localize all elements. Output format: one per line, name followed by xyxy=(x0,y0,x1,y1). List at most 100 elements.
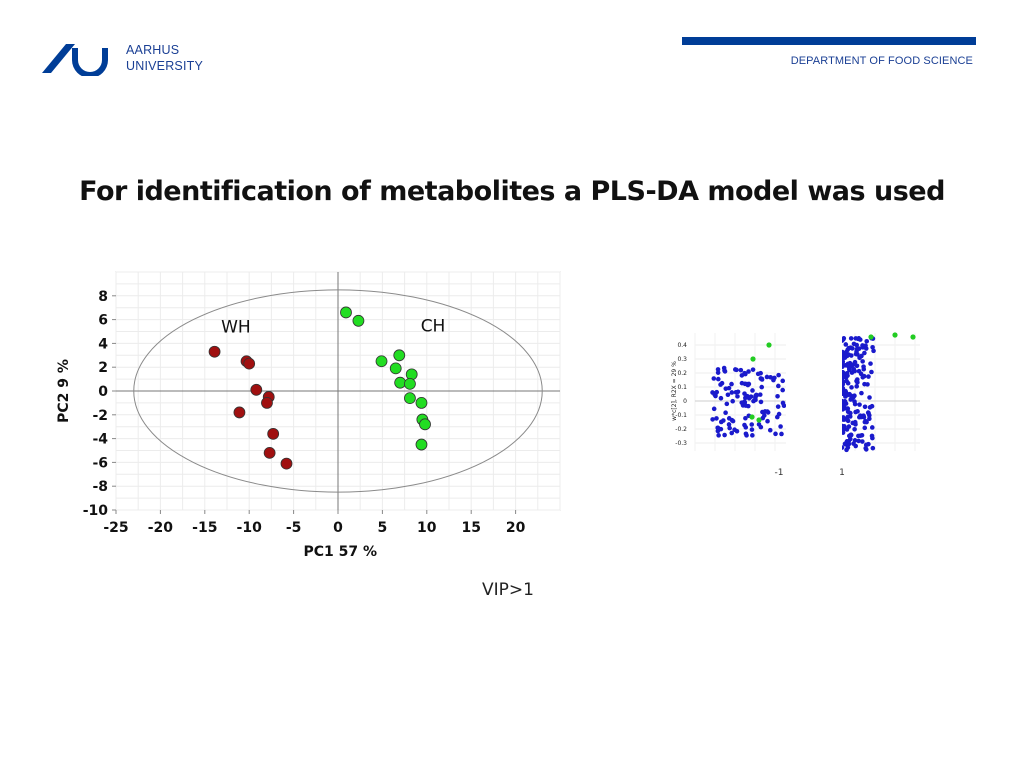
data-point xyxy=(208,345,221,358)
data-point xyxy=(867,395,872,400)
y-tick-label: -10 xyxy=(83,503,109,519)
data-point xyxy=(869,369,874,375)
data-point xyxy=(716,433,721,438)
data-point xyxy=(861,366,867,372)
data-point xyxy=(722,432,727,438)
data-point xyxy=(847,391,852,397)
data-point xyxy=(738,367,744,373)
x-tick-label: -1 xyxy=(775,468,784,478)
data-point xyxy=(718,395,724,401)
data-point xyxy=(866,374,871,379)
data-point xyxy=(263,446,276,459)
data-point xyxy=(759,384,765,390)
data-point xyxy=(404,377,416,390)
data-point xyxy=(719,380,725,386)
data-point xyxy=(851,441,856,446)
data-point xyxy=(718,419,724,425)
y-tick-label: -2 xyxy=(92,408,108,424)
data-point xyxy=(758,399,764,405)
y-axis-label: PC2 9 % xyxy=(56,359,72,423)
data-point xyxy=(867,416,872,422)
data-point xyxy=(863,419,869,424)
data-point xyxy=(750,367,756,372)
data-point xyxy=(394,376,407,389)
data-point xyxy=(393,349,406,362)
data-point xyxy=(780,378,786,384)
logo-line-1: AARHUS xyxy=(126,43,180,57)
data-point-highlight xyxy=(892,332,898,338)
data-point xyxy=(853,336,859,341)
data-point-highlight xyxy=(766,342,772,348)
data-point xyxy=(776,383,781,389)
data-point xyxy=(750,433,755,438)
data-point xyxy=(765,418,770,424)
hotelling-ellipse xyxy=(133,289,543,493)
data-point xyxy=(404,392,416,405)
data-point xyxy=(734,367,739,373)
data-point xyxy=(250,383,263,396)
data-point xyxy=(852,393,857,399)
data-point xyxy=(869,425,875,430)
data-point xyxy=(405,368,418,381)
data-point xyxy=(864,338,870,344)
data-point xyxy=(865,382,870,387)
group-annotation: CH xyxy=(421,317,446,337)
data-point xyxy=(842,405,847,410)
data-point xyxy=(768,374,773,380)
data-point xyxy=(762,413,767,418)
data-point xyxy=(732,427,737,433)
data-point xyxy=(745,382,751,388)
data-point xyxy=(856,368,862,374)
group-annotation: WH xyxy=(221,318,251,338)
data-point xyxy=(775,404,781,409)
data-point xyxy=(855,409,860,414)
data-point xyxy=(776,372,781,378)
data-point xyxy=(755,371,761,377)
y-tick-label: 0.1 xyxy=(677,384,687,391)
data-point xyxy=(775,393,780,399)
data-point xyxy=(856,438,861,444)
data-point xyxy=(729,390,735,395)
data-point xyxy=(845,380,851,386)
data-point xyxy=(243,357,256,370)
data-point xyxy=(749,422,755,427)
data-point xyxy=(858,414,864,420)
data-point xyxy=(854,342,860,348)
y-tick-label: 8 xyxy=(98,289,108,305)
data-point xyxy=(267,427,280,440)
data-point xyxy=(730,398,735,404)
data-point xyxy=(715,376,721,382)
x-tick-label: -10 xyxy=(237,520,263,536)
data-point xyxy=(415,396,428,409)
data-point xyxy=(868,361,873,366)
x-tick-label: -15 xyxy=(192,520,217,536)
data-point xyxy=(870,344,875,350)
y-tick-label: 6 xyxy=(98,313,108,329)
data-point xyxy=(843,389,848,395)
data-point xyxy=(739,380,745,386)
y-tick-label: 0.2 xyxy=(677,370,687,377)
data-point xyxy=(711,406,717,412)
data-point xyxy=(773,431,778,437)
x-tick-label: 15 xyxy=(461,520,480,536)
data-point xyxy=(733,390,739,395)
data-point xyxy=(749,427,755,432)
x-tick-label: -25 xyxy=(103,520,128,536)
data-point xyxy=(857,402,862,407)
data-point xyxy=(746,369,751,374)
data-point xyxy=(742,370,747,376)
x-tick-label: -5 xyxy=(286,520,302,536)
data-point xyxy=(718,426,724,432)
data-point xyxy=(762,409,768,414)
x-tick-label: 0 xyxy=(333,520,343,536)
data-point xyxy=(843,342,849,347)
y-tick-label: 2 xyxy=(98,360,108,376)
data-point xyxy=(855,352,860,357)
data-point xyxy=(261,396,273,409)
data-point-highlight xyxy=(750,356,756,362)
data-point xyxy=(742,391,747,396)
y-tick-label: 0.3 xyxy=(677,356,687,363)
aarhus-university-logo xyxy=(42,44,108,76)
x-tick-label: 1 xyxy=(839,468,845,478)
